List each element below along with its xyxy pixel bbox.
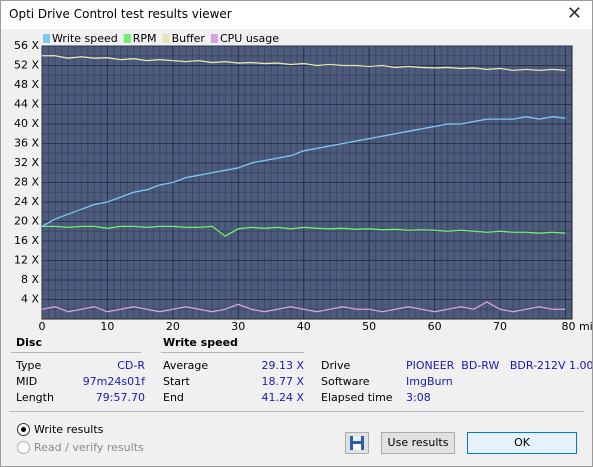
x-tick-label: 80 min xyxy=(561,320,592,333)
y-tick-label: 8 X xyxy=(21,273,39,286)
field-label: Elapsed time xyxy=(321,391,393,404)
close-button[interactable]: ✕ xyxy=(566,3,582,24)
field-label: Type xyxy=(16,359,42,372)
y-tick-label: 56 X xyxy=(14,39,39,52)
use-results-button[interactable]: Use results xyxy=(381,432,455,454)
window-title: Opti Drive Control test results viewer xyxy=(9,7,232,21)
legend-swatch xyxy=(162,34,170,43)
field-value: PIONEER BD-RW BDR-212V 1.00 xyxy=(406,359,593,372)
x-tick-label: 20 xyxy=(166,320,180,333)
x-tick-label: 10 xyxy=(100,320,114,333)
section-title: Disc xyxy=(16,336,42,349)
x-tick-label: 40 xyxy=(297,320,311,333)
y-tick-label: 20 X xyxy=(14,215,39,228)
series-line xyxy=(41,116,566,227)
field-value: CD-R xyxy=(117,359,145,372)
field-value: 18.77 X xyxy=(261,375,304,388)
title-bar: Opti Drive Control test results viewer ✕ xyxy=(1,1,592,29)
y-tick-label: 32 X xyxy=(14,156,39,169)
legend-label: Buffer xyxy=(172,32,206,45)
save-button[interactable] xyxy=(345,432,369,454)
field-value: 97m24s01f xyxy=(82,375,145,388)
x-tick-label: 50 xyxy=(362,320,376,333)
legend-swatch xyxy=(123,34,131,43)
y-tick-label: 12 X xyxy=(14,254,39,267)
field-label: Average xyxy=(163,359,209,372)
legend-swatch xyxy=(43,34,50,43)
y-tick-label: 28 X xyxy=(14,176,39,189)
series-line xyxy=(41,301,566,313)
field-value: 29.13 X xyxy=(261,359,304,372)
separator xyxy=(11,352,141,353)
ok-button[interactable]: OK xyxy=(467,432,577,454)
field-label: Drive xyxy=(321,359,351,372)
y-tick-label: 16 X xyxy=(14,234,39,247)
x-tick-label: 30 xyxy=(231,320,245,333)
field-label: End xyxy=(163,391,184,404)
separator xyxy=(161,352,304,353)
field-label: Software xyxy=(321,375,370,388)
radio-read xyxy=(17,441,30,454)
series-line xyxy=(42,225,566,237)
x-tick-label: 70 xyxy=(493,320,507,333)
field-value: 41.24 X xyxy=(261,391,304,404)
x-tick-label: 0 xyxy=(39,320,46,333)
radio-write[interactable] xyxy=(17,423,30,436)
field-value: 79:57.70 xyxy=(95,391,145,404)
y-tick-label: 52 X xyxy=(14,59,39,72)
legend-label: CPU usage xyxy=(220,32,279,45)
chart: 4 X 8 X 12 X 16 X 20 X 24 X 28 X 32 X 36 X 40 X 44… xyxy=(14,32,592,333)
y-tick-label: 36 X xyxy=(14,137,39,150)
legend-label: RPM xyxy=(133,32,157,45)
x-tick-label: 60 xyxy=(428,320,442,333)
series-line xyxy=(42,55,566,72)
y-tick-label: 24 X xyxy=(14,195,39,208)
y-tick-label: 4 X xyxy=(21,293,39,306)
y-tick-label: 40 X xyxy=(14,117,39,130)
field-label: Start xyxy=(163,375,190,388)
radio-label: Write results xyxy=(34,423,104,436)
section-title: Write speed xyxy=(163,336,238,349)
y-tick-label: 44 X xyxy=(14,98,39,111)
save-icon xyxy=(350,436,364,450)
y-tick-label: 48 X xyxy=(14,78,39,91)
legend-swatch xyxy=(210,34,218,43)
separator xyxy=(9,411,584,412)
field-label: MID xyxy=(16,375,38,388)
legend-label: Write speed xyxy=(52,32,118,45)
field-value: 3:08 xyxy=(406,391,431,404)
field-label: Length xyxy=(16,391,54,404)
radio-label: Read / verify results xyxy=(34,441,144,454)
field-value: ImgBurn xyxy=(406,375,453,388)
